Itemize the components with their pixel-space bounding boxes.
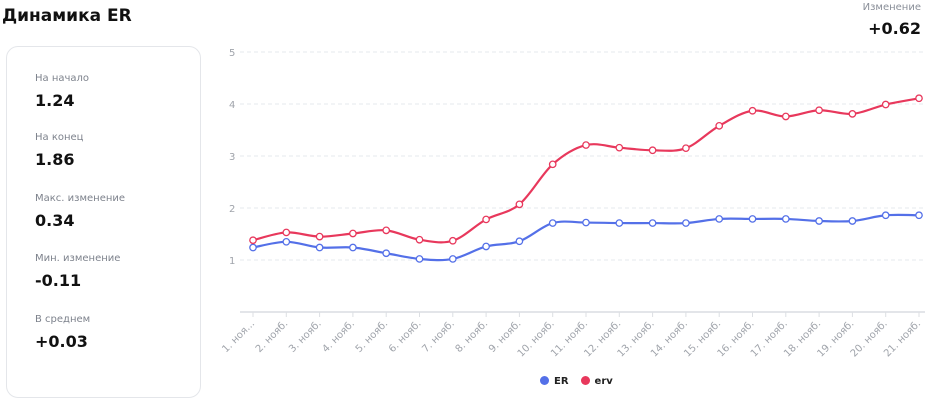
data-point-er — [748, 215, 757, 223]
stat-value: 1.86 — [35, 150, 75, 169]
data-point-erv — [881, 100, 890, 109]
legend-label: erv — [594, 376, 613, 387]
data-point-er — [415, 255, 424, 263]
data-point-er — [515, 237, 524, 246]
data-point-erv — [548, 160, 557, 169]
data-point-erv — [915, 94, 923, 103]
data-point-erv — [315, 232, 324, 241]
stats-card: На начало 1.24 На конец 1.86 Макс. изменен… — [6, 46, 201, 398]
y-tick-label: 5 — [229, 48, 235, 59]
y-tick-label: 4 — [229, 100, 235, 111]
page-title: Динамика ER — [2, 6, 132, 26]
stat-end: На конец 1.86 — [35, 132, 83, 169]
stat-value: 0.34 — [35, 211, 75, 230]
data-point-er — [382, 249, 391, 258]
data-point-er — [315, 243, 324, 252]
data-point-erv — [515, 200, 524, 209]
data-point-er — [282, 237, 291, 246]
data-point-erv — [815, 106, 823, 115]
data-point-er — [781, 215, 790, 223]
data-point-er — [582, 218, 590, 227]
stat-value: 1.24 — [35, 91, 75, 110]
legend: ER erv — [540, 376, 613, 387]
data-point-er — [249, 243, 257, 252]
data-point-erv — [349, 229, 357, 238]
data-point-erv — [682, 144, 690, 153]
data-point-er — [848, 217, 857, 225]
data-point-er — [349, 243, 357, 252]
x-tick-label: 5. нояб. — [354, 318, 391, 355]
legend-dot — [540, 376, 549, 385]
data-point-erv — [382, 226, 391, 235]
data-point-erv — [648, 146, 657, 155]
data-point-er — [648, 219, 657, 227]
data-point-er — [615, 219, 624, 227]
legend-item-erv[interactable]: erv — [580, 376, 613, 387]
data-point-erv — [781, 112, 790, 121]
stat-label: В среднем — [35, 314, 91, 325]
legend-label: ER — [554, 376, 569, 387]
x-tick-label: 4. нояб. — [320, 318, 357, 355]
x-tick-label: 8. нояб. — [454, 318, 491, 355]
data-point-er — [815, 217, 823, 225]
data-point-erv — [848, 110, 857, 118]
y-tick-label: 2 — [229, 204, 235, 215]
stat-label: На конец — [35, 132, 84, 143]
x-tick-label: 1. ноя... — [220, 318, 257, 355]
data-point-er — [715, 215, 724, 223]
data-point-er — [482, 242, 490, 251]
stat-label: Макс. изменение — [35, 193, 126, 204]
stat-max: Макс. изменение 0.34 — [35, 193, 125, 230]
data-point-erv — [748, 106, 757, 115]
stat-start: На начало 1.24 — [35, 73, 89, 110]
data-point-er — [881, 211, 890, 220]
x-tick-label: 7. нояб. — [420, 318, 457, 355]
legend-dot — [580, 376, 590, 385]
data-point-erv — [582, 141, 590, 149]
stat-avg: В среднем +0.03 — [35, 314, 90, 351]
data-point-erv — [482, 215, 490, 224]
stat-label: Мин. изменение — [35, 253, 121, 264]
data-point-er — [548, 219, 557, 227]
data-point-er — [682, 219, 690, 227]
data-point-er — [448, 255, 457, 263]
data-point-erv — [249, 236, 257, 245]
stat-value: +0.03 — [35, 332, 88, 351]
y-tick-label: 3 — [229, 152, 235, 163]
change-value: +0.62 — [868, 19, 921, 38]
x-tick-label: 3. нояб. — [287, 318, 324, 355]
x-tick-label: 2. нояб. — [254, 318, 291, 355]
data-point-erv — [415, 235, 424, 244]
legend-item-er[interactable]: ER — [540, 376, 569, 387]
stat-label: На начало — [35, 73, 90, 84]
data-point-erv — [448, 236, 457, 245]
stat-value: -0.11 — [35, 271, 82, 290]
change-label: Изменение — [862, 2, 921, 13]
data-point-erv — [615, 143, 624, 152]
x-tick-label: 6. нояб. — [387, 318, 424, 355]
change-summary: Изменение +0.62 — [863, 2, 921, 38]
data-point-erv — [715, 121, 724, 130]
stat-min: Мин. изменение -0.11 — [35, 253, 120, 290]
data-point-erv — [282, 228, 291, 237]
y-tick-label: 1 — [229, 256, 235, 267]
data-point-er — [915, 211, 923, 220]
